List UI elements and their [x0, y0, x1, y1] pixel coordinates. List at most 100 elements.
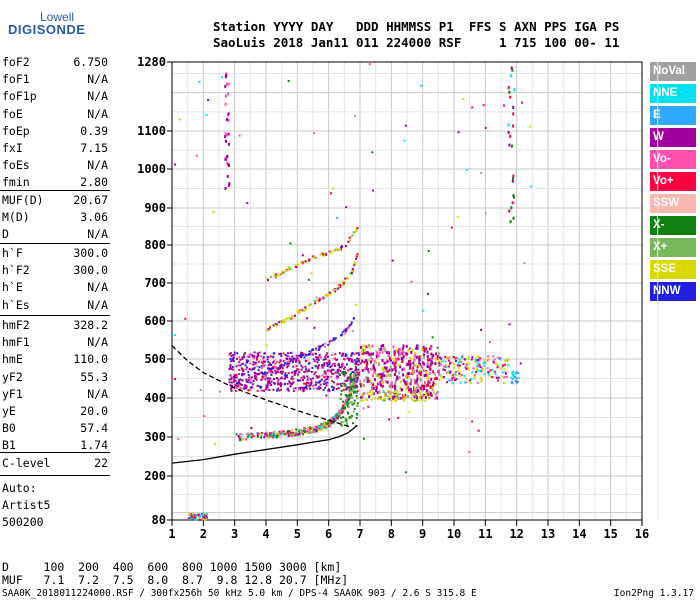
echo-trace-point [276, 368, 279, 371]
x-mode-echo [344, 394, 347, 396]
spread-f-echo [401, 349, 404, 353]
echo-trace-point [353, 231, 356, 234]
spread-f-echo [272, 361, 275, 364]
scattered-echo [178, 118, 181, 121]
echo-trace-point [282, 319, 285, 322]
echo-trace-point [296, 433, 299, 436]
spread-f-echo [359, 380, 362, 383]
param-name: yF1 [2, 386, 23, 401]
echo-trace-point [270, 435, 273, 438]
spread-f-echo [392, 395, 395, 399]
spread-f-echo [395, 348, 398, 352]
spread-f-echo [349, 381, 352, 383]
echo-trace-point [333, 288, 336, 291]
echo-trace-point [283, 321, 286, 324]
echo-trace-point [240, 433, 243, 436]
echo-trace-point [314, 302, 317, 305]
echo-trace-point [285, 270, 288, 272]
spread-f-echo [371, 387, 374, 391]
spread-f-echo [452, 366, 455, 369]
spread-f-echo [383, 361, 386, 365]
scattered-echo [368, 63, 371, 66]
spread-f-echo [459, 381, 462, 384]
spread-f-echo [402, 378, 405, 382]
echo-trace-point [352, 382, 355, 385]
vertical-streak-echo [512, 105, 515, 109]
spread-f-echo [365, 345, 368, 349]
spread-f-echo [402, 394, 405, 397]
vertical-streak-echo [513, 88, 516, 92]
x-tick-label: 11 [478, 527, 492, 541]
spread-f-echo [396, 392, 399, 394]
spread-f-echo [357, 373, 360, 376]
echo-trace-point [295, 428, 298, 431]
y-tick-label: 800 [144, 238, 166, 252]
spread-f-echo [483, 373, 486, 376]
spread-f-echo [326, 352, 328, 355]
spread-f-echo [241, 362, 244, 365]
spread-f-echo [486, 359, 489, 362]
echo-trace-point [272, 436, 274, 439]
spread-f-echo [431, 361, 434, 365]
spread-f-echo [256, 373, 259, 376]
spread-f-echo [467, 368, 470, 371]
spread-f-echo [274, 372, 277, 375]
echo-trace-point [308, 259, 311, 262]
echo-trace-point [260, 431, 263, 434]
spread-f-echo [272, 388, 275, 391]
spread-f-echo [311, 384, 314, 387]
echo-trace-point [316, 426, 319, 429]
scattered-echo [351, 330, 354, 333]
spread-f-echo [425, 373, 428, 377]
spread-f-echo [388, 395, 391, 398]
spread-f-echo [319, 380, 322, 383]
spread-f-echo [369, 355, 372, 359]
spread-f-echo [481, 367, 484, 370]
spread-f-echo [256, 355, 259, 358]
x-mode-echo [341, 385, 344, 388]
x-mode-echo [340, 389, 343, 392]
spread-f-echo [282, 360, 285, 362]
echo-trace-point [313, 255, 315, 258]
echo-trace-point [275, 434, 278, 437]
spread-f-echo [275, 377, 278, 380]
echo-trace-point [285, 317, 288, 320]
spread-f-echo [418, 369, 421, 373]
echo-trace-point [237, 435, 240, 437]
spread-f-echo [305, 386, 308, 389]
spread-f-echo [370, 352, 373, 356]
y-tick-label: 500 [144, 352, 166, 366]
spread-f-echo [303, 376, 306, 379]
spread-f-echo [298, 371, 301, 374]
spread-f-echo [270, 369, 273, 372]
spread-f-echo [323, 363, 326, 366]
echo-trace-point [317, 428, 320, 431]
low-echo [194, 519, 197, 521]
spread-f-echo [413, 378, 416, 382]
low-echo [517, 376, 520, 379]
spread-f-echo [351, 360, 354, 363]
spread-f-echo [284, 372, 287, 375]
spread-f-echo [317, 364, 320, 367]
spread-f-echo [375, 350, 378, 354]
echo-trace-point [341, 410, 344, 413]
spread-f-echo [429, 368, 432, 372]
spread-f-echo [233, 374, 236, 377]
spread-f-echo [297, 354, 300, 357]
scattered-echo [212, 211, 215, 213]
spread-f-echo [367, 368, 369, 372]
spread-f-echo [310, 380, 313, 383]
spread-f-echo [326, 361, 328, 364]
spread-f-echo [358, 354, 361, 356]
spread-f-echo [232, 368, 235, 371]
spread-f-echo [316, 376, 319, 379]
spread-f-echo [379, 396, 382, 400]
spread-f-echo [369, 390, 372, 393]
spread-f-echo [326, 355, 329, 358]
echo-trace-point [302, 429, 305, 432]
param-name: B1 [2, 438, 16, 453]
spread-f-echo [263, 364, 266, 367]
scattered-echo [450, 226, 453, 229]
echo-trace-point [327, 422, 330, 425]
param-name: h`Es [2, 297, 30, 312]
